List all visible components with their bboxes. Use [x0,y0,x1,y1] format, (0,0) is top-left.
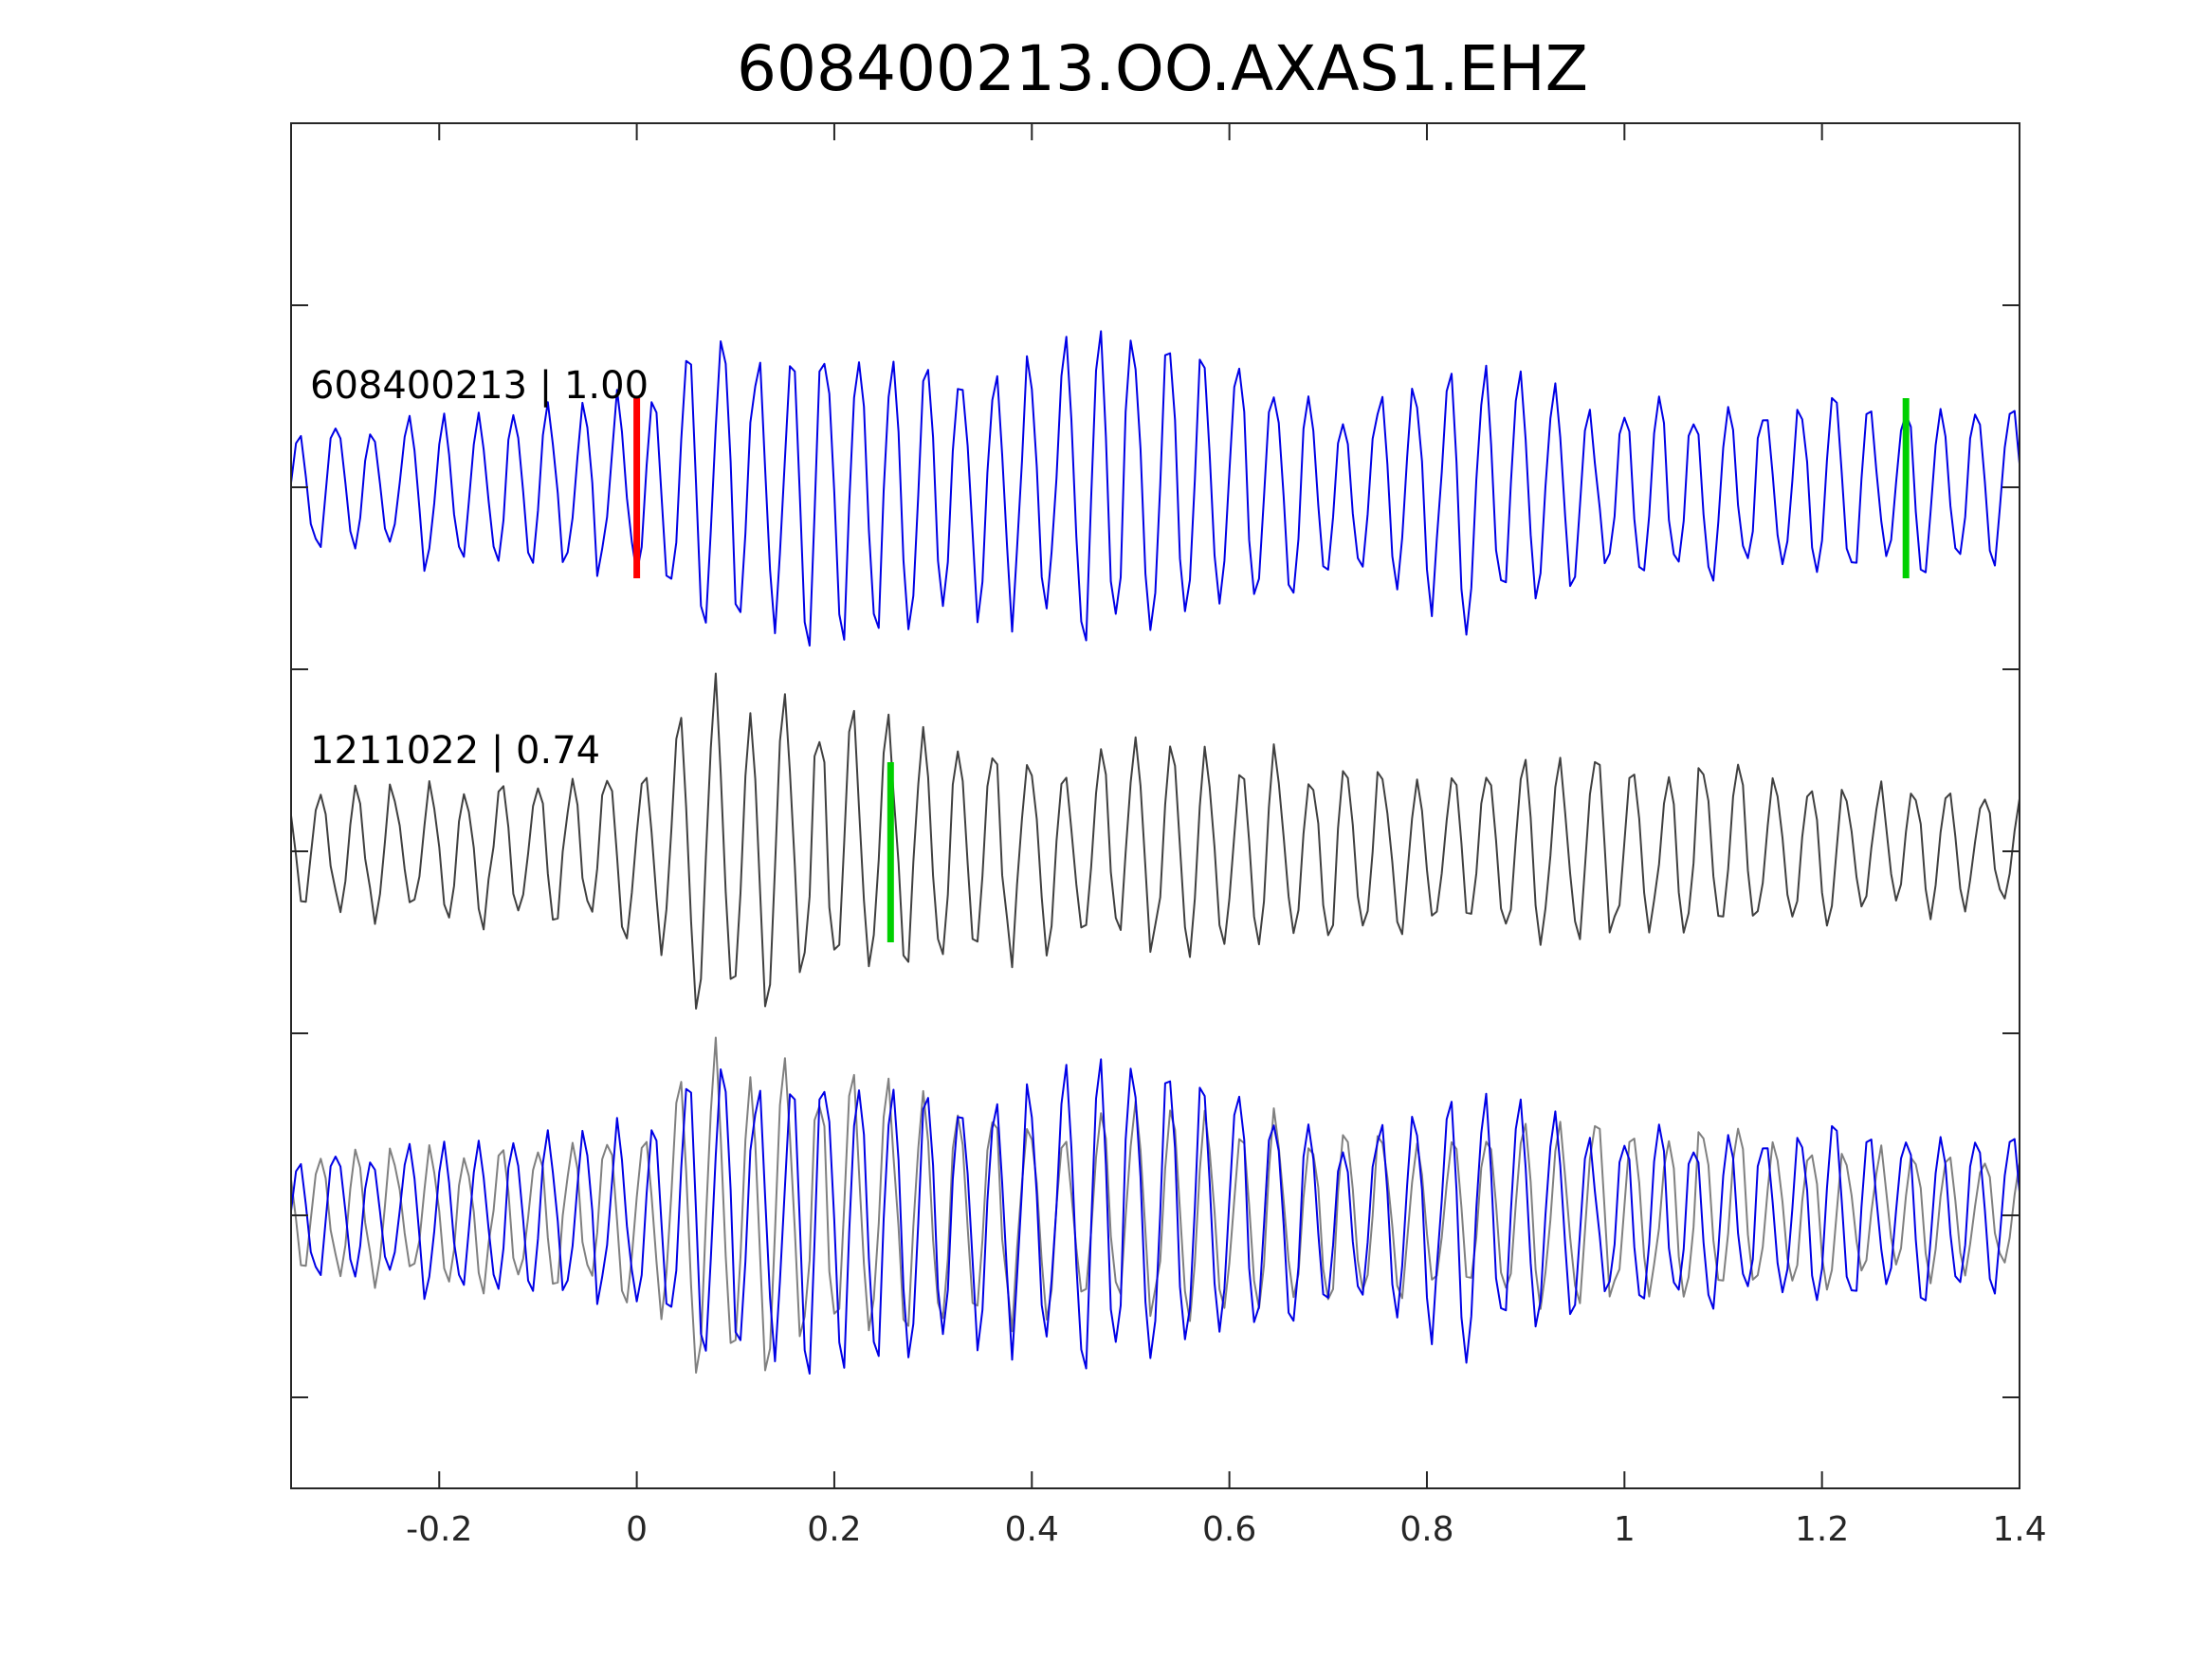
x-tick-label: 0.4 [1005,1510,1059,1549]
x-tick-label: 1 [1614,1510,1636,1549]
overlay-trace-grey [290,1036,2020,1374]
x-tick-label: -0.2 [406,1510,472,1549]
x-tick-label: 1.2 [1795,1510,1849,1549]
trace-line-2 [290,672,2020,1010]
x-tick-label: 0 [626,1510,648,1549]
plot-traces [290,330,2020,1375]
trace-line-1 [290,330,2020,647]
y-axis-ticks [291,304,2020,1398]
x-tick-label: 0.6 [1202,1510,1256,1549]
x-axis-ticks: -0.2 0 0.2 0.4 0.6 0.8 1 1.2 1.4 [406,123,2047,1549]
trace-labels: 608400213 | 1.00 1211022 | 0.74 [310,364,649,773]
x-tick-label: 0.8 [1399,1510,1453,1549]
axes-box [290,122,2020,1489]
chart-title: 608400213.OO.AXAS1.EHZ [737,32,1588,105]
overlay-trace-blue [290,1058,2020,1375]
x-tick-label: 1.4 [1992,1510,2046,1549]
trace-label-2: 1211022 | 0.74 [310,729,600,773]
x-tick-label: 0.2 [807,1510,861,1549]
plot-frame [290,122,2020,1489]
trace-label-1: 608400213 | 1.00 [310,364,649,408]
